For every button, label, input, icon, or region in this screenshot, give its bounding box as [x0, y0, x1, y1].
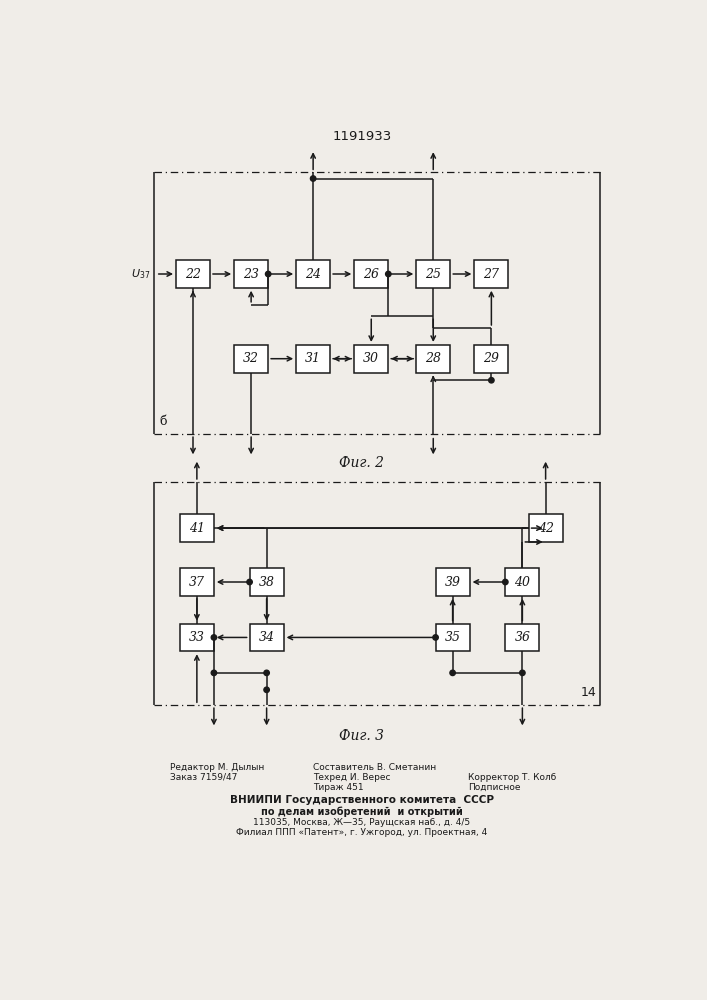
Text: б: б	[159, 415, 166, 428]
Text: Редактор М. Дылын: Редактор М. Дылын	[170, 763, 264, 772]
Circle shape	[264, 670, 269, 676]
Text: по делам изобретений  и открытий: по делам изобретений и открытий	[261, 807, 463, 817]
FancyBboxPatch shape	[474, 260, 508, 288]
Text: Заказ 7159/47: Заказ 7159/47	[170, 773, 237, 782]
FancyBboxPatch shape	[234, 345, 268, 373]
Text: 1191933: 1191933	[332, 130, 392, 143]
FancyBboxPatch shape	[354, 345, 388, 373]
Text: Подписное: Подписное	[468, 783, 520, 792]
FancyBboxPatch shape	[296, 345, 330, 373]
FancyBboxPatch shape	[416, 345, 450, 373]
Circle shape	[503, 579, 508, 585]
Text: 29: 29	[484, 352, 499, 365]
Text: 113035, Москва, Ж—35, Раущская наб., д. 4/5: 113035, Москва, Ж—35, Раущская наб., д. …	[253, 818, 471, 827]
FancyBboxPatch shape	[506, 568, 539, 596]
Text: 37: 37	[189, 576, 205, 588]
FancyBboxPatch shape	[529, 514, 563, 542]
Text: 39: 39	[445, 576, 461, 588]
Circle shape	[211, 670, 216, 676]
FancyBboxPatch shape	[176, 260, 210, 288]
FancyBboxPatch shape	[250, 624, 284, 651]
FancyBboxPatch shape	[296, 260, 330, 288]
Text: 41: 41	[189, 522, 205, 535]
Text: 22: 22	[185, 267, 201, 280]
Text: 32: 32	[243, 352, 259, 365]
Text: 36: 36	[515, 631, 530, 644]
Text: $U_{37}$: $U_{37}$	[131, 267, 151, 281]
FancyBboxPatch shape	[354, 260, 388, 288]
FancyBboxPatch shape	[250, 568, 284, 596]
Text: 35: 35	[445, 631, 461, 644]
Text: 24: 24	[305, 267, 321, 280]
Circle shape	[450, 670, 455, 676]
Text: 40: 40	[515, 576, 530, 588]
Circle shape	[211, 635, 216, 640]
FancyBboxPatch shape	[436, 568, 469, 596]
Circle shape	[520, 670, 525, 676]
Circle shape	[489, 378, 494, 383]
Text: 42: 42	[537, 522, 554, 535]
Text: ВНИИПИ Государственного комитета  СССР: ВНИИПИ Государственного комитета СССР	[230, 795, 494, 805]
Circle shape	[247, 579, 252, 585]
Text: Фиг. 2: Фиг. 2	[339, 456, 385, 470]
Text: 30: 30	[363, 352, 379, 365]
Text: 28: 28	[425, 352, 441, 365]
FancyBboxPatch shape	[416, 260, 450, 288]
Circle shape	[265, 271, 271, 277]
Text: Техред И. Верес: Техред И. Верес	[313, 773, 391, 782]
Text: 25: 25	[425, 267, 441, 280]
Text: Составитель В. Сметанин: Составитель В. Сметанин	[313, 763, 436, 772]
Text: 27: 27	[484, 267, 499, 280]
FancyBboxPatch shape	[180, 624, 214, 651]
Text: 23: 23	[243, 267, 259, 280]
Text: Корректор Т. Колб: Корректор Т. Колб	[468, 773, 556, 782]
Circle shape	[310, 176, 316, 181]
Text: 33: 33	[189, 631, 205, 644]
Circle shape	[385, 271, 391, 277]
Text: 14: 14	[580, 686, 596, 699]
Text: Тираж 451: Тираж 451	[313, 783, 363, 792]
Text: Филиал ППП «Патент», г. Ужгород, ул. Проектная, 4: Филиал ППП «Патент», г. Ужгород, ул. Про…	[236, 828, 488, 837]
FancyBboxPatch shape	[506, 624, 539, 651]
FancyBboxPatch shape	[234, 260, 268, 288]
FancyBboxPatch shape	[180, 514, 214, 542]
FancyBboxPatch shape	[474, 345, 508, 373]
Circle shape	[433, 635, 438, 640]
Text: 26: 26	[363, 267, 379, 280]
Text: Фиг. 3: Фиг. 3	[339, 729, 385, 743]
Text: 34: 34	[259, 631, 274, 644]
Circle shape	[264, 687, 269, 692]
Text: 31: 31	[305, 352, 321, 365]
FancyBboxPatch shape	[180, 568, 214, 596]
FancyBboxPatch shape	[436, 624, 469, 651]
Text: 38: 38	[259, 576, 274, 588]
